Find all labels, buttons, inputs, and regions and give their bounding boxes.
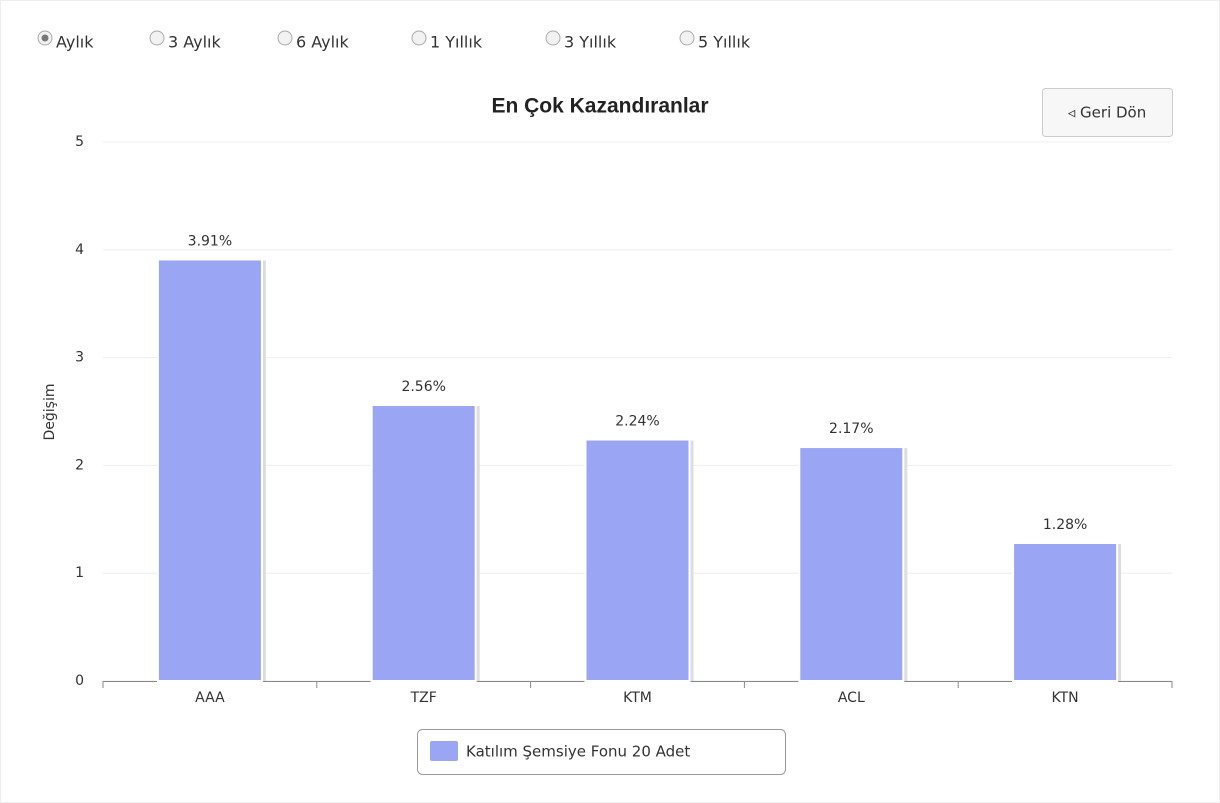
bar (584, 438, 691, 683)
y-tick-label: 0 (75, 673, 84, 689)
radio-button[interactable] (411, 30, 427, 46)
x-tick-label: AAA (195, 690, 225, 706)
chart-title: En Çok Kazandıranlar (491, 95, 708, 118)
back-button-label[interactable]: ◃ Geri Dön (1068, 104, 1147, 122)
radio-label[interactable]: 5 Yıllık (698, 33, 751, 52)
bar (798, 446, 905, 682)
radio-label[interactable]: 3 Aylık (168, 33, 221, 52)
bar (370, 404, 477, 682)
legend-swatch (430, 741, 458, 761)
data-label: 2.17% (829, 421, 873, 437)
radio-label[interactable]: 3 Yıllık (564, 33, 617, 52)
x-tick-label: ACL (838, 690, 865, 706)
data-label: 2.24% (615, 414, 659, 430)
data-label: 3.91% (188, 234, 232, 250)
radio-button[interactable] (679, 30, 695, 46)
radio-dot[interactable] (41, 34, 49, 42)
y-tick-label: 1 (75, 565, 84, 581)
bar (1012, 542, 1119, 682)
radio-button[interactable] (149, 30, 165, 46)
legend-label: Katılım Şemsiye Fonu 20 Adet (466, 743, 690, 761)
y-tick-label: 2 (75, 457, 84, 473)
y-tick-label: 4 (75, 242, 84, 258)
radio-button[interactable] (545, 30, 561, 46)
y-tick-label: 5 (75, 134, 84, 150)
back-button[interactable] (1042, 88, 1173, 137)
data-label: 1.28% (1043, 517, 1087, 533)
radio-label[interactable]: 6 Aylık (296, 33, 349, 52)
y-axis-label: Değişim (42, 384, 58, 441)
x-tick-label: KTN (1052, 690, 1079, 706)
x-tick-label: TZF (410, 690, 437, 706)
radio-label[interactable]: Aylık (56, 33, 94, 52)
y-tick-label: 3 (75, 350, 84, 366)
data-label: 2.56% (401, 379, 445, 395)
bar (156, 258, 263, 682)
radio-button[interactable] (277, 30, 293, 46)
x-tick-label: KTM (623, 690, 652, 706)
legend-box (417, 729, 786, 775)
radio-label[interactable]: 1 Yıllık (430, 33, 483, 52)
